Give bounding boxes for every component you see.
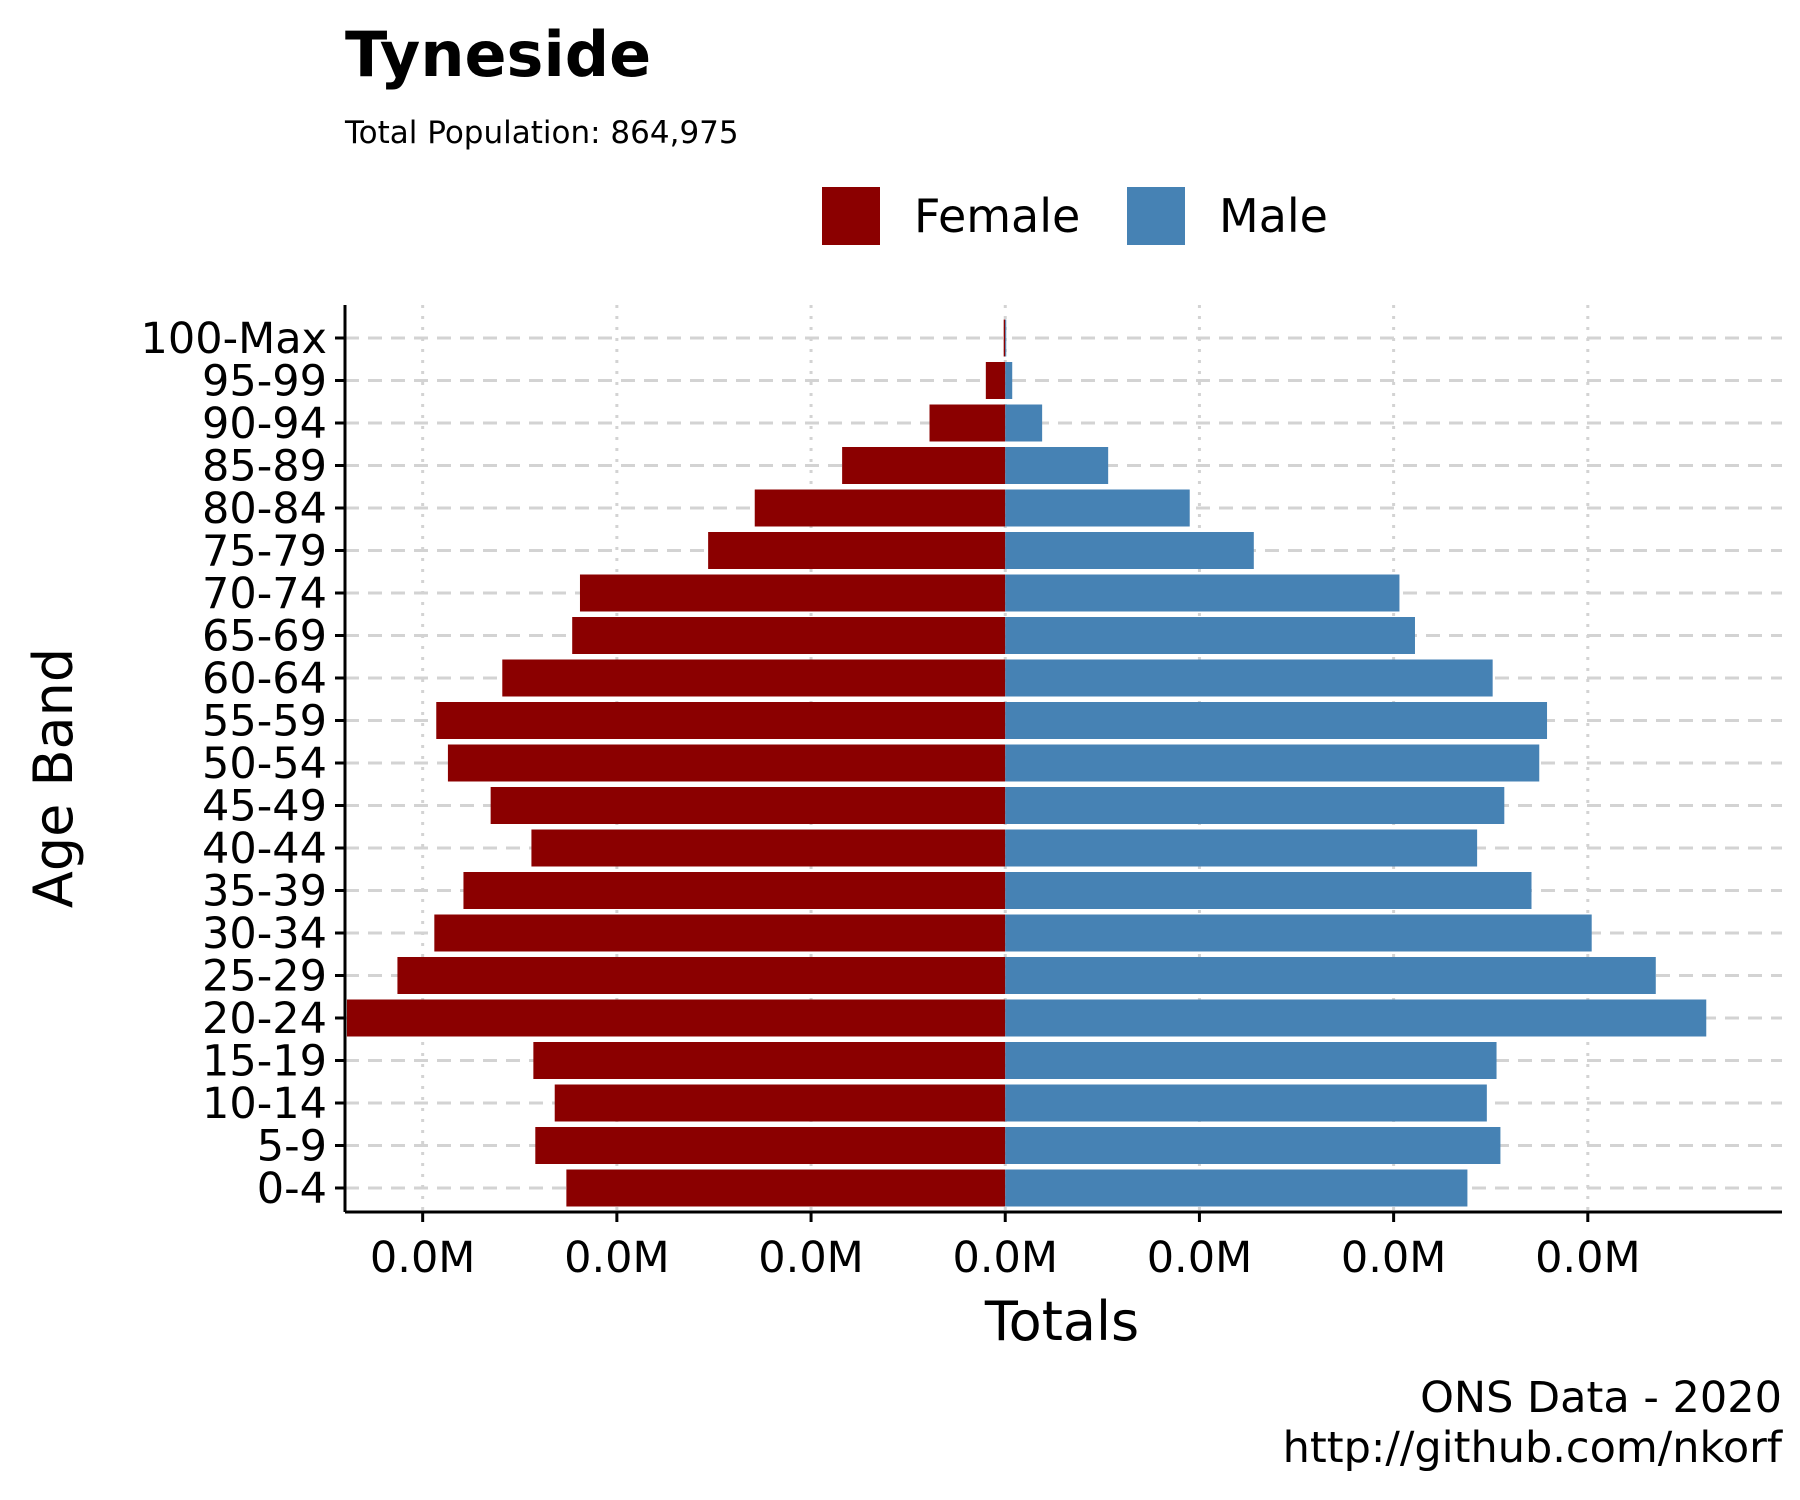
legend-label-female: Female [914,189,1080,243]
bar-female-100-max [1003,319,1006,357]
y-tick-label: 60-64 [202,654,327,704]
x-tick-label: 0.0M [564,1233,669,1283]
bar-male-55-59 [1005,702,1548,739]
chart-caption: ONS Data - 2020 http://github.com/nkorf [1283,1373,1782,1473]
bar-female-50-54 [447,744,1006,782]
bar-male-70-74 [1005,574,1400,612]
bar-female-40-44 [531,829,1006,867]
y-tick-label: 85-89 [202,442,327,492]
bar-male-95-99 [1005,362,1013,399]
bar-female-30-34 [434,914,1006,952]
bar-male-60-64 [1005,659,1493,697]
bar-male-65-69 [1005,617,1415,654]
bar-female-5-9 [535,1127,1006,1164]
chart-title: Tyneside [345,18,652,91]
y-axis-label: Age Band [22,648,85,908]
x-tick-label: 0.0M [1147,1233,1252,1283]
y-tick-label: 25-29 [202,952,327,1002]
legend-swatch-male [1127,187,1185,245]
legend-swatch-female [822,187,880,245]
bar-male-15-19 [1005,1042,1497,1079]
bar-male-5-9 [1005,1127,1501,1164]
y-tick-label: 35-39 [202,867,327,917]
bar-male-35-39 [1005,872,1532,909]
bars [346,319,1707,1207]
bar-male-0-4 [1005,1169,1468,1207]
y-tick-label: 90-94 [202,399,327,449]
y-tick-label: 40-44 [202,824,327,874]
y-tick-label: 10-14 [202,1079,327,1129]
legend: Female Male [822,187,1328,245]
bar-female-55-59 [436,702,1006,739]
x-tick-label: 0.0M [1341,1233,1446,1283]
caption-line-1: ONS Data - 2020 [1420,1373,1782,1423]
bar-male-45-49 [1005,787,1505,824]
y-tick-label: 15-19 [202,1037,327,1087]
caption-line-2: http://github.com/nkorf [1282,1423,1782,1473]
y-tick-label: 5-9 [257,1122,327,1172]
bar-male-30-34 [1005,914,1592,952]
bar-female-65-69 [572,617,1006,654]
bar-male-75-79 [1005,532,1254,569]
y-tick-label: 75-79 [202,527,327,577]
x-tick-label: 0.0M [953,1233,1058,1283]
bar-female-10-14 [554,1084,1006,1122]
x-tick-label: 0.0M [370,1233,475,1283]
legend-label-male: Male [1219,189,1328,243]
bar-male-40-44 [1005,829,1478,867]
y-tick-label: 0-4 [257,1164,327,1214]
bar-male-20-24 [1005,999,1707,1037]
y-tick-label: 70-74 [202,569,327,619]
bar-male-90-94 [1005,404,1043,442]
y-tick-label: 30-34 [202,909,327,959]
y-tick-labels: 0-45-910-1415-1920-2425-2930-3435-3940-4… [141,314,345,1214]
y-tick-label: 95-99 [202,357,327,407]
y-tick-label: 65-69 [202,612,327,662]
y-tick-label: 55-59 [202,697,327,747]
x-tick-label: 0.0M [1535,1233,1640,1283]
bar-female-0-4 [566,1169,1006,1207]
bar-male-50-54 [1005,744,1540,782]
bar-male-80-84 [1005,489,1190,527]
bar-male-85-89 [1005,447,1109,484]
bar-male-25-29 [1005,957,1656,994]
bar-female-85-89 [842,447,1006,484]
x-tick-labels: 0.0M 0.0M 0.0M 0.0M 0.0M 0.0M 0.0M [370,1212,1641,1283]
y-tick-label: 100-Max [141,314,328,364]
x-tick-label: 0.0M [758,1233,863,1283]
bar-female-35-39 [463,872,1006,909]
bar-female-95-99 [985,362,1006,399]
x-axis-label: Totals [984,1290,1139,1353]
bar-female-25-29 [397,957,1006,994]
bar-female-90-94 [929,404,1006,442]
bar-female-15-19 [533,1042,1006,1079]
y-tick-label: 45-49 [202,782,327,832]
y-tick-label: 20-24 [202,994,327,1044]
bar-female-80-84 [754,489,1006,527]
y-tick-label: 50-54 [202,739,327,789]
bar-female-70-74 [579,574,1006,612]
bar-female-45-49 [490,787,1006,824]
bar-female-20-24 [346,999,1006,1037]
y-tick-label: 80-84 [202,484,327,534]
bar-female-60-64 [502,659,1006,697]
chart-subtitle: Total Population: 864,975 [345,115,739,151]
bar-male-10-14 [1005,1084,1487,1122]
bar-female-75-79 [708,532,1006,569]
bar-male-100-max [1005,319,1007,357]
